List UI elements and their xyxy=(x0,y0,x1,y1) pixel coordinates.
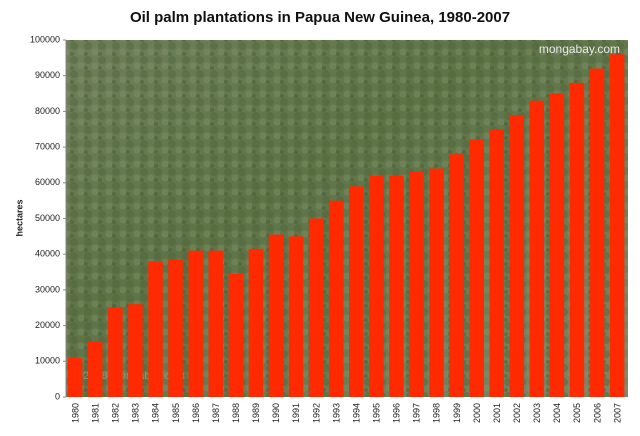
x-tick-label: 1995 xyxy=(371,403,381,423)
x-tick-label: 1996 xyxy=(392,403,402,423)
y-tick-label: 0 xyxy=(55,391,60,401)
bar xyxy=(268,234,284,397)
x-tick-label: 1986 xyxy=(191,403,201,423)
x-tick-label: 1998 xyxy=(432,403,442,423)
x-tick-label: 2003 xyxy=(532,403,542,423)
bar xyxy=(509,114,525,397)
bar xyxy=(88,341,103,397)
bar xyxy=(108,307,123,397)
x-tick-label: 1980 xyxy=(70,403,80,423)
x-tick-label: 1988 xyxy=(231,403,241,423)
x-tick-label: 1999 xyxy=(452,403,462,423)
y-tick-label: 90000 xyxy=(35,70,60,80)
x-tick-label: 2000 xyxy=(472,403,482,423)
bar xyxy=(409,172,424,397)
bar xyxy=(449,154,464,397)
bar xyxy=(228,273,244,397)
x-tick-label: 1982 xyxy=(111,403,121,423)
x-tick-label: 2004 xyxy=(552,403,562,423)
y-tick-label: 70000 xyxy=(35,141,60,151)
x-tick-label: 1981 xyxy=(90,403,100,423)
x-tick-label: 2007 xyxy=(612,403,622,423)
bar xyxy=(489,129,504,397)
bar xyxy=(529,100,545,397)
x-tick-label: 2005 xyxy=(572,403,582,423)
bar xyxy=(589,68,605,397)
y-tick-label: 60000 xyxy=(35,177,60,187)
x-tick-label: 1992 xyxy=(311,403,321,423)
bar xyxy=(288,236,304,397)
bar xyxy=(429,168,444,397)
x-tick-label: 1983 xyxy=(131,403,141,423)
y-tick-label: 50000 xyxy=(35,213,60,223)
x-tick-label: 1989 xyxy=(251,403,261,423)
y-axis-label: hectares xyxy=(14,199,24,236)
bar xyxy=(328,200,344,397)
x-tick-label: 1997 xyxy=(412,403,422,423)
bar xyxy=(168,259,183,397)
bar xyxy=(349,186,364,397)
bar xyxy=(248,248,264,397)
bar xyxy=(469,139,484,397)
chart-title: Oil palm plantations in Papua New Guinea… xyxy=(130,9,510,26)
y-tick-label: 100000 xyxy=(30,34,60,44)
y-tick-label: 40000 xyxy=(35,249,60,259)
y-tick-label: 80000 xyxy=(35,106,60,116)
x-tick-label: 1984 xyxy=(151,403,161,423)
bar xyxy=(389,175,404,397)
x-tick-label: 2002 xyxy=(512,403,522,423)
bar xyxy=(569,82,585,397)
bar xyxy=(68,357,83,397)
bar xyxy=(188,250,203,397)
bar xyxy=(369,175,384,397)
x-tick-label: 1991 xyxy=(291,403,301,423)
y-tick-label: 10000 xyxy=(35,356,60,366)
bar xyxy=(549,93,565,398)
y-tick-label: 20000 xyxy=(35,320,60,330)
y-tick-label: 30000 xyxy=(35,284,60,294)
x-tick-label: 2006 xyxy=(592,403,602,423)
x-tick-label: 1990 xyxy=(271,403,281,423)
bar xyxy=(208,250,223,397)
x-tick-label: 1993 xyxy=(331,403,341,423)
x-tick-label: 2001 xyxy=(492,403,502,423)
watermark: mongabay.com xyxy=(539,42,620,56)
bar xyxy=(609,54,625,397)
bar xyxy=(128,304,143,397)
x-tick-label: 1987 xyxy=(211,403,221,423)
x-tick-label: 1994 xyxy=(351,403,361,423)
bar xyxy=(148,261,163,397)
x-tick-label: 1985 xyxy=(171,403,181,423)
bar xyxy=(308,218,324,397)
